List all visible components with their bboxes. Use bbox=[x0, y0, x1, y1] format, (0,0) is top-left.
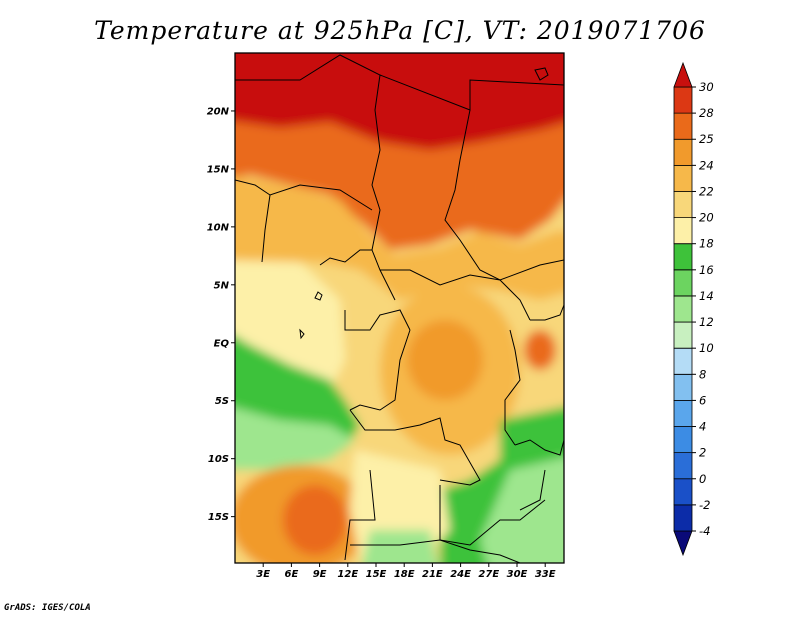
colorbar-label: 25 bbox=[699, 132, 714, 146]
boundary-gabon bbox=[344, 309, 411, 331]
colorbar-swatch bbox=[673, 243, 693, 271]
boundary-niger-chad bbox=[235, 54, 396, 301]
colorbar-label: 20 bbox=[699, 211, 714, 225]
x-tick-label: 3E bbox=[256, 569, 270, 580]
y-tick-label: 15N bbox=[207, 164, 230, 175]
colorbar-label: 24 bbox=[699, 158, 714, 172]
colorbar-swatch bbox=[673, 347, 693, 375]
colorbar-label: -4 bbox=[699, 524, 710, 538]
colorbar-swatch bbox=[673, 400, 693, 427]
x-tick-label: 9E bbox=[313, 569, 327, 580]
country-boundaries bbox=[235, 54, 564, 563]
boundary-malawi bbox=[519, 469, 546, 511]
colorbar-label: 14 bbox=[699, 289, 714, 303]
y-tick-label: 10N bbox=[207, 222, 230, 233]
island-sao-tome bbox=[299, 328, 305, 340]
boundary-uganda-kenya bbox=[530, 304, 564, 321]
island-bioko bbox=[314, 291, 323, 301]
colorbar-swatch bbox=[673, 164, 693, 192]
colorbar-label: 12 bbox=[699, 315, 714, 329]
colorbar-label: 10 bbox=[699, 341, 714, 355]
y-tick-label: 5N bbox=[214, 280, 230, 291]
x-tick-label: 27E bbox=[478, 569, 499, 580]
y-tick-label: 20N bbox=[207, 106, 230, 117]
colorbar-label: 2 bbox=[699, 446, 706, 460]
colorbar-swatch bbox=[673, 191, 693, 218]
x-tick-label: 6E bbox=[285, 569, 299, 580]
y-axis: 20N 15N 10N 5N EQ 5S 10S 15S bbox=[207, 106, 235, 523]
field-warm-band bbox=[235, 176, 564, 300]
field-congo-peak bbox=[407, 320, 483, 400]
x-tick-label: 33E bbox=[535, 569, 556, 580]
boundary-libya bbox=[379, 74, 564, 111]
y-tick-label: EQ bbox=[214, 338, 230, 349]
temperature-field bbox=[235, 53, 564, 563]
plot-frame bbox=[234, 52, 565, 564]
colorbar-swatch bbox=[673, 269, 693, 297]
boundary-sudan bbox=[444, 109, 564, 281]
boundary-namibia-north bbox=[350, 539, 521, 563]
colorbar-swatch bbox=[673, 530, 693, 557]
x-axis: 3E 6E 9E 12E 15E 18E 21E 24E 27E 30E 33E bbox=[256, 563, 556, 580]
boundary-lakes bbox=[504, 329, 521, 446]
colorbar-label: 16 bbox=[699, 263, 714, 277]
border-feature-ne bbox=[534, 67, 549, 81]
field-warm-sahel bbox=[235, 121, 564, 250]
x-tick-label: 15E bbox=[366, 569, 387, 580]
field-lake-victoria bbox=[524, 330, 556, 370]
boundary-angola bbox=[344, 469, 376, 561]
boundary-drc-south bbox=[349, 409, 481, 486]
boundary-zambia bbox=[439, 485, 546, 546]
colorbar-swatch bbox=[673, 112, 693, 140]
chart-title: Temperature at 925hPa [C], VT: 201907170… bbox=[94, 16, 706, 45]
colorbar-label: 18 bbox=[699, 237, 714, 251]
colorbar-swatch bbox=[673, 452, 693, 480]
field-hot-north bbox=[235, 53, 564, 158]
colorbar-label: 30 bbox=[699, 80, 714, 94]
colorbar-label: 4 bbox=[699, 420, 706, 434]
colorbar-label: 6 bbox=[699, 393, 706, 407]
boundary-nigeria-north bbox=[235, 179, 373, 211]
colorbar-swatch bbox=[673, 86, 693, 114]
colorbar-swatch bbox=[673, 295, 693, 323]
x-tick-label: 18E bbox=[394, 569, 415, 580]
boundary-congo bbox=[349, 329, 411, 411]
field-namibia-hot bbox=[283, 485, 347, 555]
boundary-tanzania bbox=[514, 439, 564, 456]
y-tick-label: 5S bbox=[215, 396, 229, 407]
colorbar-label: 28 bbox=[699, 106, 714, 120]
x-tick-label: 30E bbox=[507, 569, 528, 580]
colorbar-swatch bbox=[673, 373, 693, 401]
colorbar-label: -2 bbox=[699, 498, 710, 512]
y-tick-label: 10S bbox=[208, 454, 229, 465]
colorbar-label: 22 bbox=[699, 184, 714, 198]
colorbar-swatch bbox=[673, 61, 693, 88]
x-tick-label: 24E bbox=[450, 569, 471, 580]
boundary-benin bbox=[261, 194, 271, 263]
colorbar-swatch bbox=[673, 426, 693, 454]
x-tick-label: 12E bbox=[337, 569, 358, 580]
field-atlantic-cooler bbox=[235, 407, 355, 470]
colorbar-swatch bbox=[673, 138, 693, 166]
grads-credit: GrADS: IGES/COLA bbox=[4, 603, 91, 613]
y-tick-label: 15S bbox=[208, 512, 229, 523]
colorbar-label: 8 bbox=[699, 367, 706, 381]
colorbar-label: 0 bbox=[699, 472, 706, 486]
field-angola-south bbox=[362, 530, 438, 563]
colorbar-swatch bbox=[673, 478, 693, 506]
boundary-car bbox=[380, 269, 531, 321]
colorbar-swatch bbox=[673, 321, 693, 349]
colorbar-swatch bbox=[673, 217, 693, 245]
x-tick-label: 21E bbox=[422, 569, 443, 580]
colorbar-swatch bbox=[673, 504, 693, 532]
boundary-cameroon bbox=[319, 249, 372, 266]
